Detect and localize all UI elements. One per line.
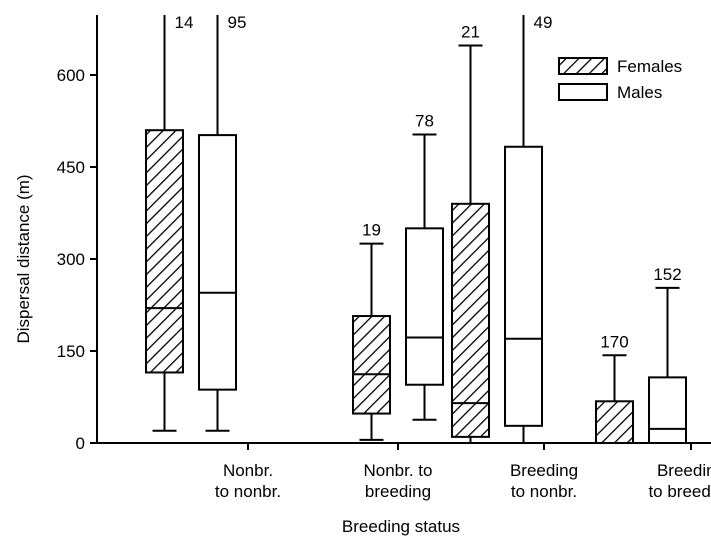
females-box: 19: [352, 221, 391, 441]
iqr-box: [352, 315, 391, 415]
sample-size-label: 14: [175, 13, 194, 32]
x-tick-label: to nonbr.: [215, 482, 281, 501]
y-tick-label: 0: [76, 434, 85, 453]
y-axis-title: Dispersal distance (m): [14, 174, 33, 343]
sample-size-label: 21: [461, 23, 480, 42]
males-box: 152: [648, 265, 687, 444]
males-box: 95: [198, 13, 247, 432]
females-box: 21: [451, 23, 490, 443]
sample-size-label: 19: [362, 221, 381, 240]
males-box: 49: [504, 13, 553, 443]
iqr-box: [504, 145, 543, 427]
legend-label-females: Females: [617, 57, 682, 76]
iqr-box: [405, 227, 444, 386]
x-tick-label: Breeding: [657, 461, 711, 480]
iqr-box: [451, 202, 490, 438]
x-tick-label: to breeding: [648, 482, 711, 501]
legend-label-males: Males: [617, 83, 662, 102]
y-tick-label: 450: [57, 158, 85, 177]
boxes-layer: 14 19 21 170 95 78 49 152: [145, 13, 687, 444]
y-tick-label: 600: [57, 66, 85, 85]
females-box: 170: [595, 332, 634, 444]
x-axis-title: Breeding status: [342, 517, 460, 536]
males-box: 78: [405, 111, 444, 421]
iqr-box: [648, 376, 687, 444]
x-tick-label: to nonbr.: [511, 482, 577, 501]
x-tick-label: Nonbr. to: [364, 461, 433, 480]
x-tick-label: breeding: [365, 482, 431, 501]
y-tick-label: 300: [57, 250, 85, 269]
legend-swatch-males: [558, 83, 608, 101]
x-tick-label: Nonbr.: [223, 461, 273, 480]
sample-size-label: 152: [653, 265, 681, 284]
sample-size-label: 170: [600, 332, 628, 351]
legend: Females Males: [558, 57, 682, 102]
females-box: 14: [145, 13, 194, 432]
axes: 0 150 300 450 600 Nonbr. to nonbr. Nonbr. to bre…: [57, 15, 711, 501]
iqr-box: [145, 129, 184, 374]
sample-size-label: 49: [534, 13, 553, 32]
sample-size-label: 78: [415, 111, 434, 130]
x-tick-label: Breeding: [510, 461, 578, 480]
y-tick-label: 150: [57, 342, 85, 361]
legend-swatch-females: [558, 57, 608, 75]
iqr-box: [198, 134, 237, 391]
iqr-box: [595, 400, 634, 444]
sample-size-label: 95: [228, 13, 247, 32]
